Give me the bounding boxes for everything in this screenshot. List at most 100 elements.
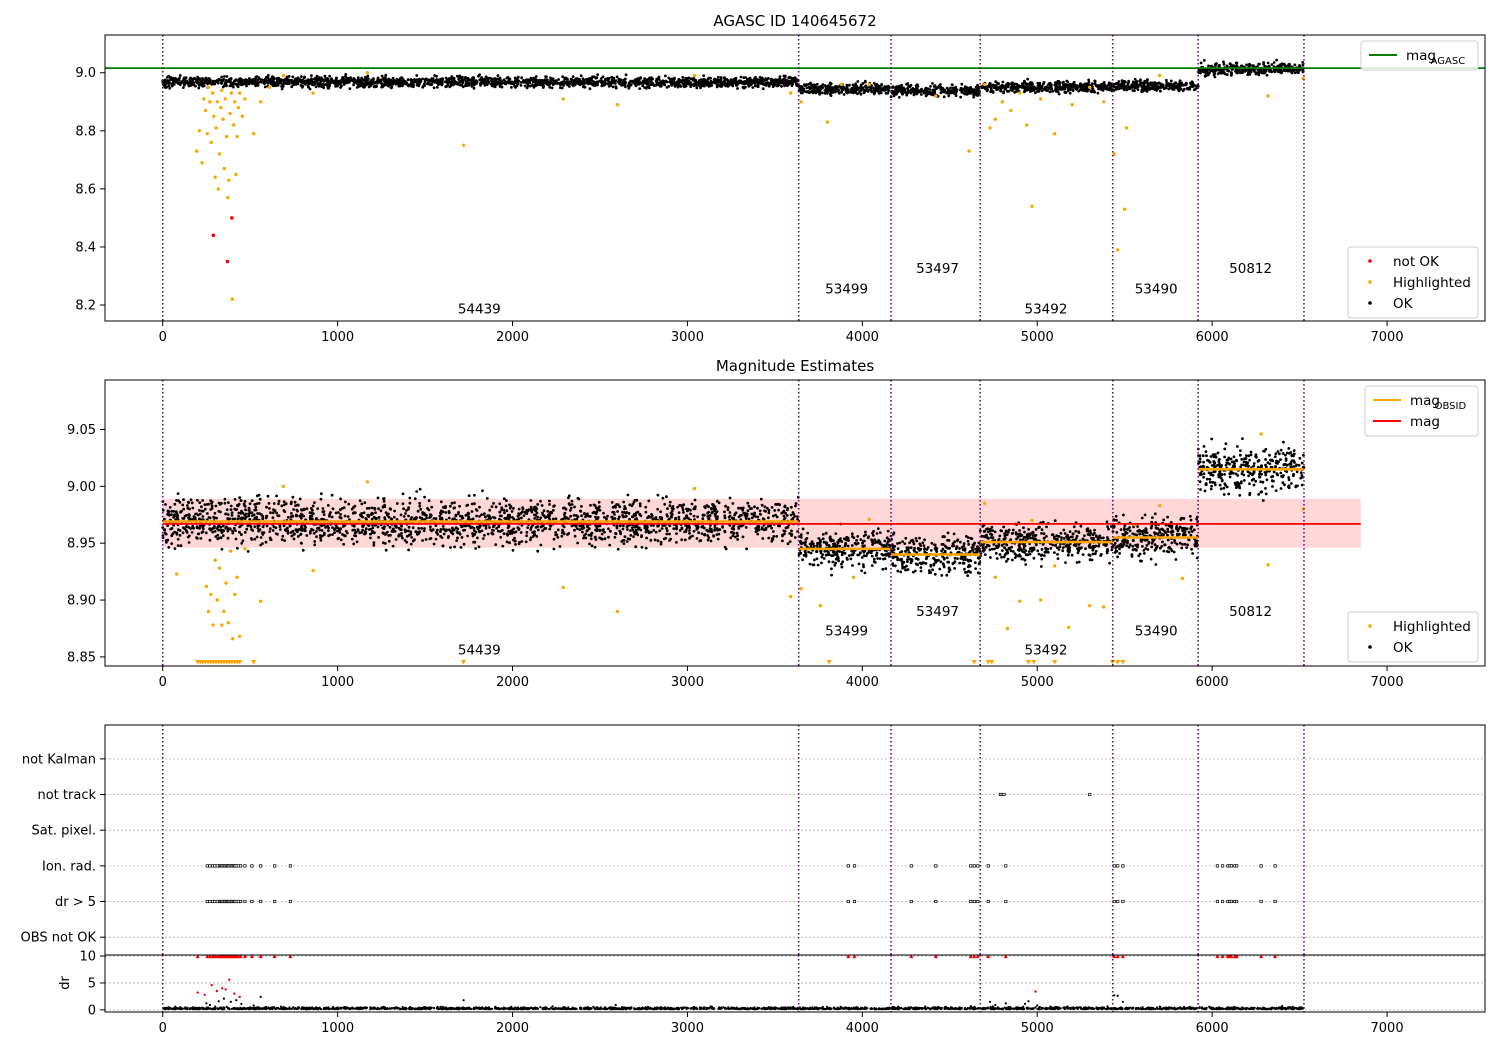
ok-point — [959, 95, 962, 99]
ok-point — [1218, 71, 1221, 75]
ok-point — [1165, 81, 1169, 85]
ok-point — [1291, 69, 1294, 73]
ok-point — [726, 506, 730, 510]
ok-point — [331, 507, 335, 511]
ok-point — [591, 80, 595, 83]
ok-point — [415, 490, 419, 493]
highlighted-point — [233, 100, 237, 104]
ok-point — [1169, 82, 1173, 86]
ok-point — [652, 84, 656, 87]
ok-point — [823, 89, 827, 92]
ok-point — [947, 94, 951, 98]
ok-point — [191, 78, 195, 82]
ok-point — [266, 74, 270, 77]
ok-point — [523, 79, 527, 83]
ok-point — [220, 547, 224, 551]
ok-point — [656, 493, 660, 497]
ok-point — [176, 492, 180, 495]
ok-point — [855, 84, 858, 88]
ok-point — [855, 87, 859, 91]
ok-point — [548, 527, 552, 531]
ok-point — [660, 527, 664, 530]
ok-point — [376, 525, 380, 529]
ok-point — [974, 85, 978, 89]
ok-point — [393, 509, 396, 513]
ok-point — [193, 76, 197, 80]
ok-point — [236, 85, 240, 89]
ok-point — [926, 87, 930, 90]
ok-point — [176, 537, 180, 541]
ok-point — [880, 87, 883, 91]
ok-point — [401, 82, 405, 86]
ok-point — [560, 86, 564, 90]
ok-point — [591, 75, 594, 79]
ok-point — [261, 525, 265, 529]
ok-point — [1301, 63, 1305, 67]
ok-point — [729, 530, 733, 534]
ok-point — [585, 81, 589, 85]
ok-point — [505, 540, 509, 544]
ok-point — [996, 87, 999, 91]
ok-point — [1040, 89, 1044, 93]
ok-point — [576, 77, 579, 80]
ok-point — [586, 77, 589, 81]
highlighted-point — [235, 134, 239, 139]
ok-point — [183, 81, 187, 85]
ok-point — [204, 78, 208, 82]
ok-point — [190, 501, 194, 505]
ok-point — [683, 517, 686, 520]
ok-point — [1025, 88, 1029, 92]
ok-point — [723, 510, 726, 514]
ok-point — [255, 535, 259, 539]
ok-point — [545, 82, 549, 86]
ok-point — [202, 84, 206, 88]
ok-point — [1064, 84, 1068, 88]
ok-point — [646, 78, 650, 81]
ok-point — [661, 496, 665, 500]
ok-point — [756, 83, 760, 87]
ok-point — [257, 529, 260, 533]
ok-point — [1188, 86, 1192, 89]
ok-point — [333, 531, 336, 534]
ok-point — [315, 535, 318, 539]
ok-point — [554, 531, 557, 534]
ok-point — [677, 515, 681, 519]
x-tick-label: 4000 — [846, 330, 879, 345]
ok-point — [650, 82, 653, 86]
ok-point — [486, 532, 490, 536]
ok-point — [582, 81, 586, 84]
ok-point — [280, 538, 284, 541]
ok-point — [548, 85, 552, 89]
ok-point — [746, 501, 750, 505]
ok-point — [883, 85, 887, 89]
ok-point — [578, 528, 582, 532]
ok-point — [344, 73, 348, 76]
ok-point — [753, 79, 757, 82]
ok-point — [854, 82, 858, 86]
ok-point — [169, 513, 173, 517]
ok-point — [406, 78, 410, 82]
ok-point — [1097, 87, 1100, 91]
ok-point — [1221, 70, 1225, 74]
ok-point — [603, 79, 607, 83]
ok-point — [553, 504, 556, 508]
ok-point — [313, 543, 317, 547]
ok-point — [1165, 78, 1168, 82]
ok-point — [391, 76, 395, 80]
ok-point — [280, 85, 283, 88]
ok-point — [192, 83, 196, 87]
ok-point — [746, 78, 750, 82]
ok-point — [713, 528, 716, 532]
ok-point — [1251, 64, 1254, 68]
ok-point — [640, 535, 643, 539]
ok-point — [563, 513, 566, 516]
ok-point — [767, 508, 771, 512]
ok-point — [780, 85, 783, 88]
ok-point — [1225, 73, 1229, 76]
ok-point — [726, 508, 730, 512]
ok-point — [610, 75, 614, 79]
ok-point — [1214, 64, 1217, 67]
ok-point — [598, 536, 602, 540]
ok-point — [315, 530, 318, 533]
ok-point — [827, 84, 830, 87]
